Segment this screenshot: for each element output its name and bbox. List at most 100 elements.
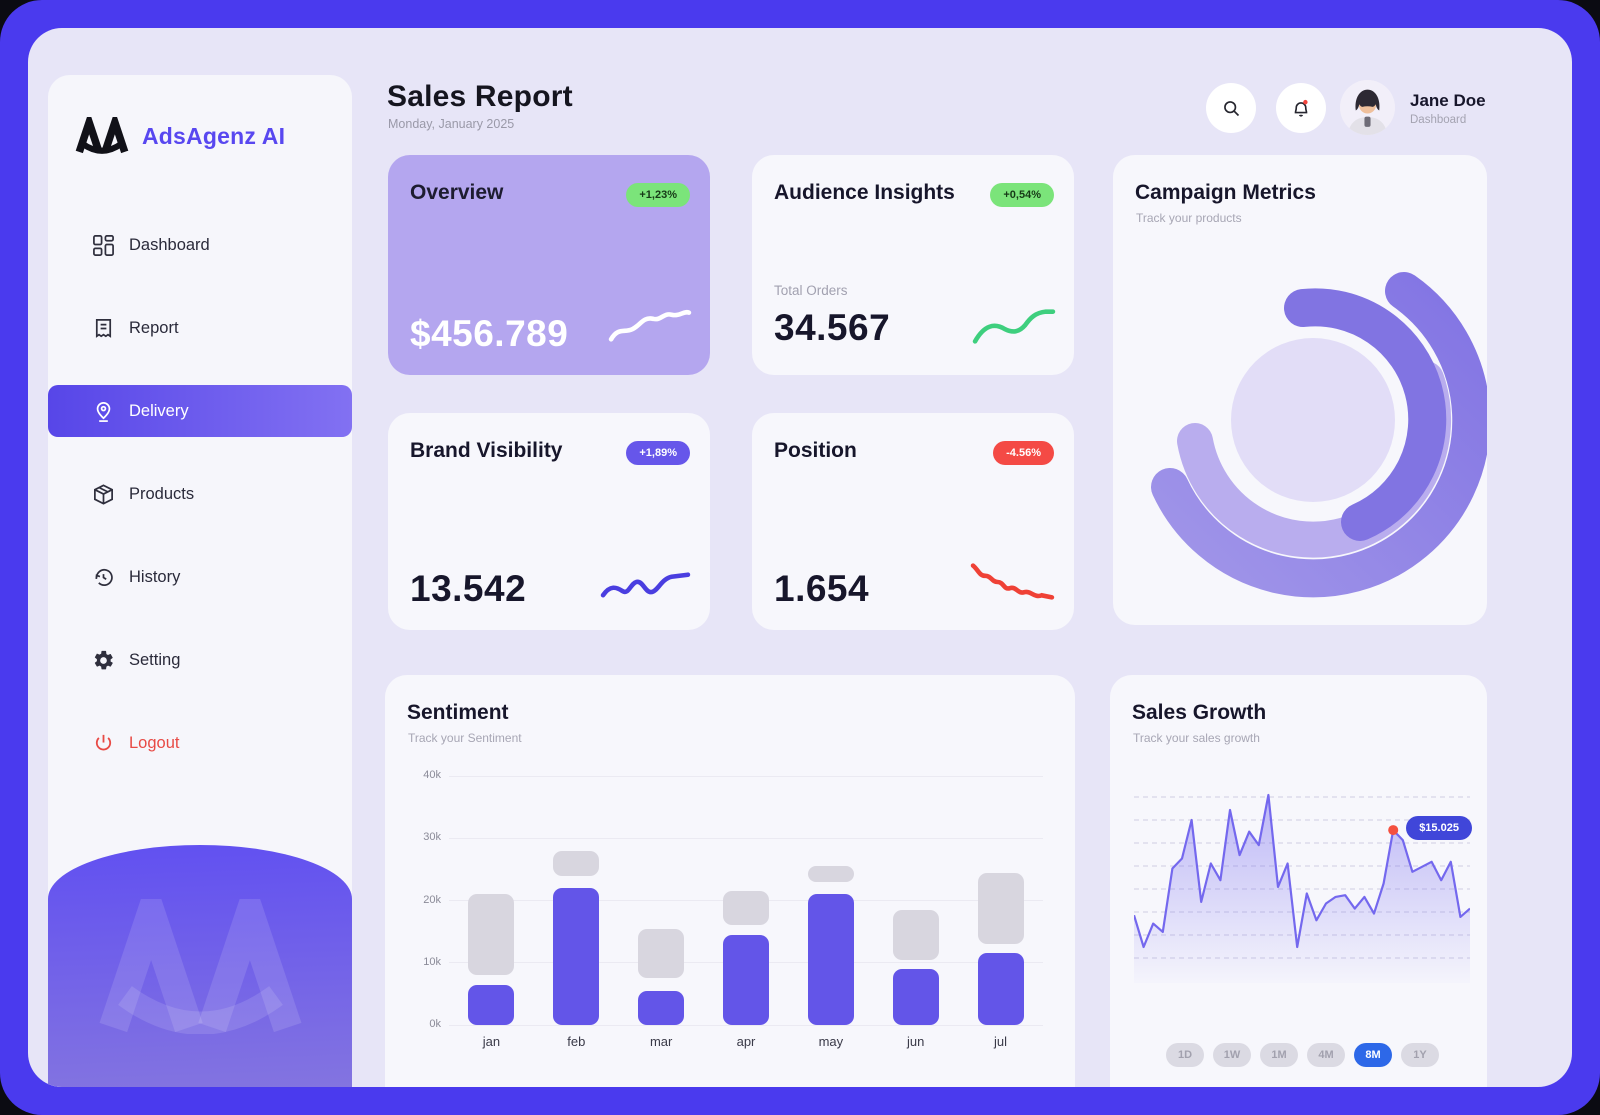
overview-value: $456.789 <box>410 313 569 354</box>
audience-badge: +0,54% <box>990 183 1054 207</box>
card-title: Audience Insights <box>774 181 955 204</box>
gridline <box>449 1024 1043 1026</box>
sidebar-item-delivery[interactable]: Delivery <box>48 385 352 437</box>
y-axis-tick: 40k <box>423 769 441 781</box>
bell-icon <box>1294 99 1308 117</box>
bar-apr-secondary <box>723 891 769 926</box>
bar-mar-secondary <box>638 928 685 979</box>
overview-badge: +1,23% <box>626 183 690 207</box>
sidebar-item-label: Logout <box>129 733 180 752</box>
audience-sparkline <box>972 309 1056 344</box>
sidebar-item-label: Report <box>129 318 179 337</box>
sidebar-item-logout[interactable]: Logout <box>48 717 352 769</box>
bar-feb-secondary <box>553 850 600 876</box>
y-axis-tick: 20k <box>423 893 441 906</box>
history-icon <box>95 568 113 586</box>
range-button-4m[interactable]: 4M <box>1307 1043 1345 1067</box>
x-axis-tick: jun <box>907 1034 925 1049</box>
x-axis-tick: may <box>818 1034 844 1049</box>
brand-name: AdsAgenz AI <box>142 122 286 149</box>
user-block: Jane Doe Dashboard <box>1410 91 1486 126</box>
x-axis-tick: apr <box>736 1034 756 1049</box>
sidebar-item-label: Products <box>129 484 195 503</box>
y-axis-tick: 10k <box>423 955 441 968</box>
y-axis-tick: 0k <box>429 1018 441 1030</box>
audience-value: 34.567 <box>774 307 891 348</box>
notification-dot <box>1303 99 1308 105</box>
sidebar-footer <box>48 845 352 1087</box>
watermark-logo <box>99 898 301 1034</box>
x-axis-tick: mar <box>649 1034 673 1049</box>
bar-jul-secondary <box>977 872 1024 945</box>
sales-growth-card: Sales Growth Track your sales growth $15… <box>1110 675 1487 1087</box>
delivery-pin-icon <box>96 401 111 422</box>
position-sparkline <box>970 563 1055 600</box>
card-title: Sales Growth <box>1132 701 1267 724</box>
sidebar-item-products[interactable]: Products <box>48 468 352 520</box>
search-button[interactable] <box>1206 83 1256 133</box>
bar-jun-primary <box>892 968 939 1025</box>
sidebar-item-label: History <box>129 567 181 586</box>
overview-card: Overview +1,23% $456.789 <box>388 155 710 375</box>
x-axis-tick: jul <box>994 1034 1008 1049</box>
sentiment-subtitle: Track your Sentiment <box>408 731 522 745</box>
sales-growth-area-chart: $15.025 <box>1134 787 1472 983</box>
brand-badge: +1,89% <box>626 441 690 465</box>
card-title: Overview <box>410 181 504 204</box>
card-title: Position <box>774 439 857 462</box>
range-button-1d[interactable]: 1D <box>1166 1043 1204 1067</box>
sidebar-menu: Dashboard Report Delivery <box>48 219 352 800</box>
range-button-1w[interactable]: 1W <box>1213 1043 1251 1067</box>
report-icon <box>95 318 112 338</box>
position-badge: -4.56% <box>993 441 1054 465</box>
range-buttons: 1D 1W 1M 4M 8M 1Y <box>1166 1043 1439 1067</box>
brand-value: 13.542 <box>410 568 527 609</box>
adsagenz-logo-icon <box>75 117 129 154</box>
page-date: Monday, January 2025 <box>388 117 515 131</box>
position-value: 1.654 <box>774 568 870 609</box>
sidebar-item-setting[interactable]: Setting <box>48 634 352 686</box>
bar-jun-secondary <box>892 909 939 960</box>
range-button-1y[interactable]: 1Y <box>1401 1043 1439 1067</box>
growth-subtitle: Track your sales growth <box>1133 731 1260 745</box>
bar-may-primary <box>807 894 854 1025</box>
avatar-image <box>1340 80 1395 135</box>
sentiment-card: Sentiment Track your Sentiment 0k 10k 20k 3… <box>385 675 1075 1087</box>
bar-jan-primary <box>468 984 515 1025</box>
sidebar-item-history[interactable]: History <box>48 551 352 603</box>
range-button-8m[interactable]: 8M <box>1354 1043 1392 1067</box>
setting-gear-icon <box>94 650 113 669</box>
campaign-metrics-card: Campaign Metrics Track your products <box>1113 155 1487 625</box>
avatar[interactable] <box>1340 80 1395 135</box>
card-title: Brand Visibility <box>410 439 563 462</box>
x-axis-tick: jan <box>482 1034 501 1049</box>
user-name: Jane Doe <box>1410 91 1486 110</box>
campaign-radial-chart <box>1151 272 1487 598</box>
bar-jan-secondary <box>468 894 515 976</box>
brand-visibility-card: Brand Visibility +1,89% 13.542 <box>388 413 710 630</box>
notifications-button[interactable] <box>1276 83 1326 133</box>
gridline <box>449 837 1043 839</box>
range-button-1m[interactable]: 1M <box>1260 1043 1298 1067</box>
brand-sparkline <box>600 572 691 598</box>
dashboard-canvas: AdsAgenz AI Dashboard Report <box>28 28 1572 1087</box>
sidebar-item-report[interactable]: Report <box>48 302 352 354</box>
value-tooltip: $15.025 <box>1406 816 1472 841</box>
sidebar: AdsAgenz AI Dashboard Report <box>48 75 352 1087</box>
brand-logo: AdsAgenz AI <box>48 75 352 155</box>
position-card: Position -4.56% 1.654 <box>752 413 1074 630</box>
user-role: Dashboard <box>1410 114 1467 126</box>
card-title: Campaign Metrics <box>1135 181 1316 204</box>
products-box-icon <box>94 483 113 505</box>
page-title: Sales Report <box>387 80 573 113</box>
sentiment-bar-chart: 0k 10k 20k 30k 40k jan feb mar apr may jun jul <box>423 769 1043 1049</box>
y-axis-tick: 30k <box>423 831 441 844</box>
overview-sparkline <box>608 309 692 342</box>
search-icon <box>1223 100 1239 116</box>
gridline <box>449 775 1043 777</box>
sidebar-item-dashboard[interactable]: Dashboard <box>48 219 352 271</box>
x-axis-tick: feb <box>567 1034 586 1049</box>
highlight-dot <box>1388 825 1399 836</box>
bar-may-secondary <box>807 866 854 882</box>
